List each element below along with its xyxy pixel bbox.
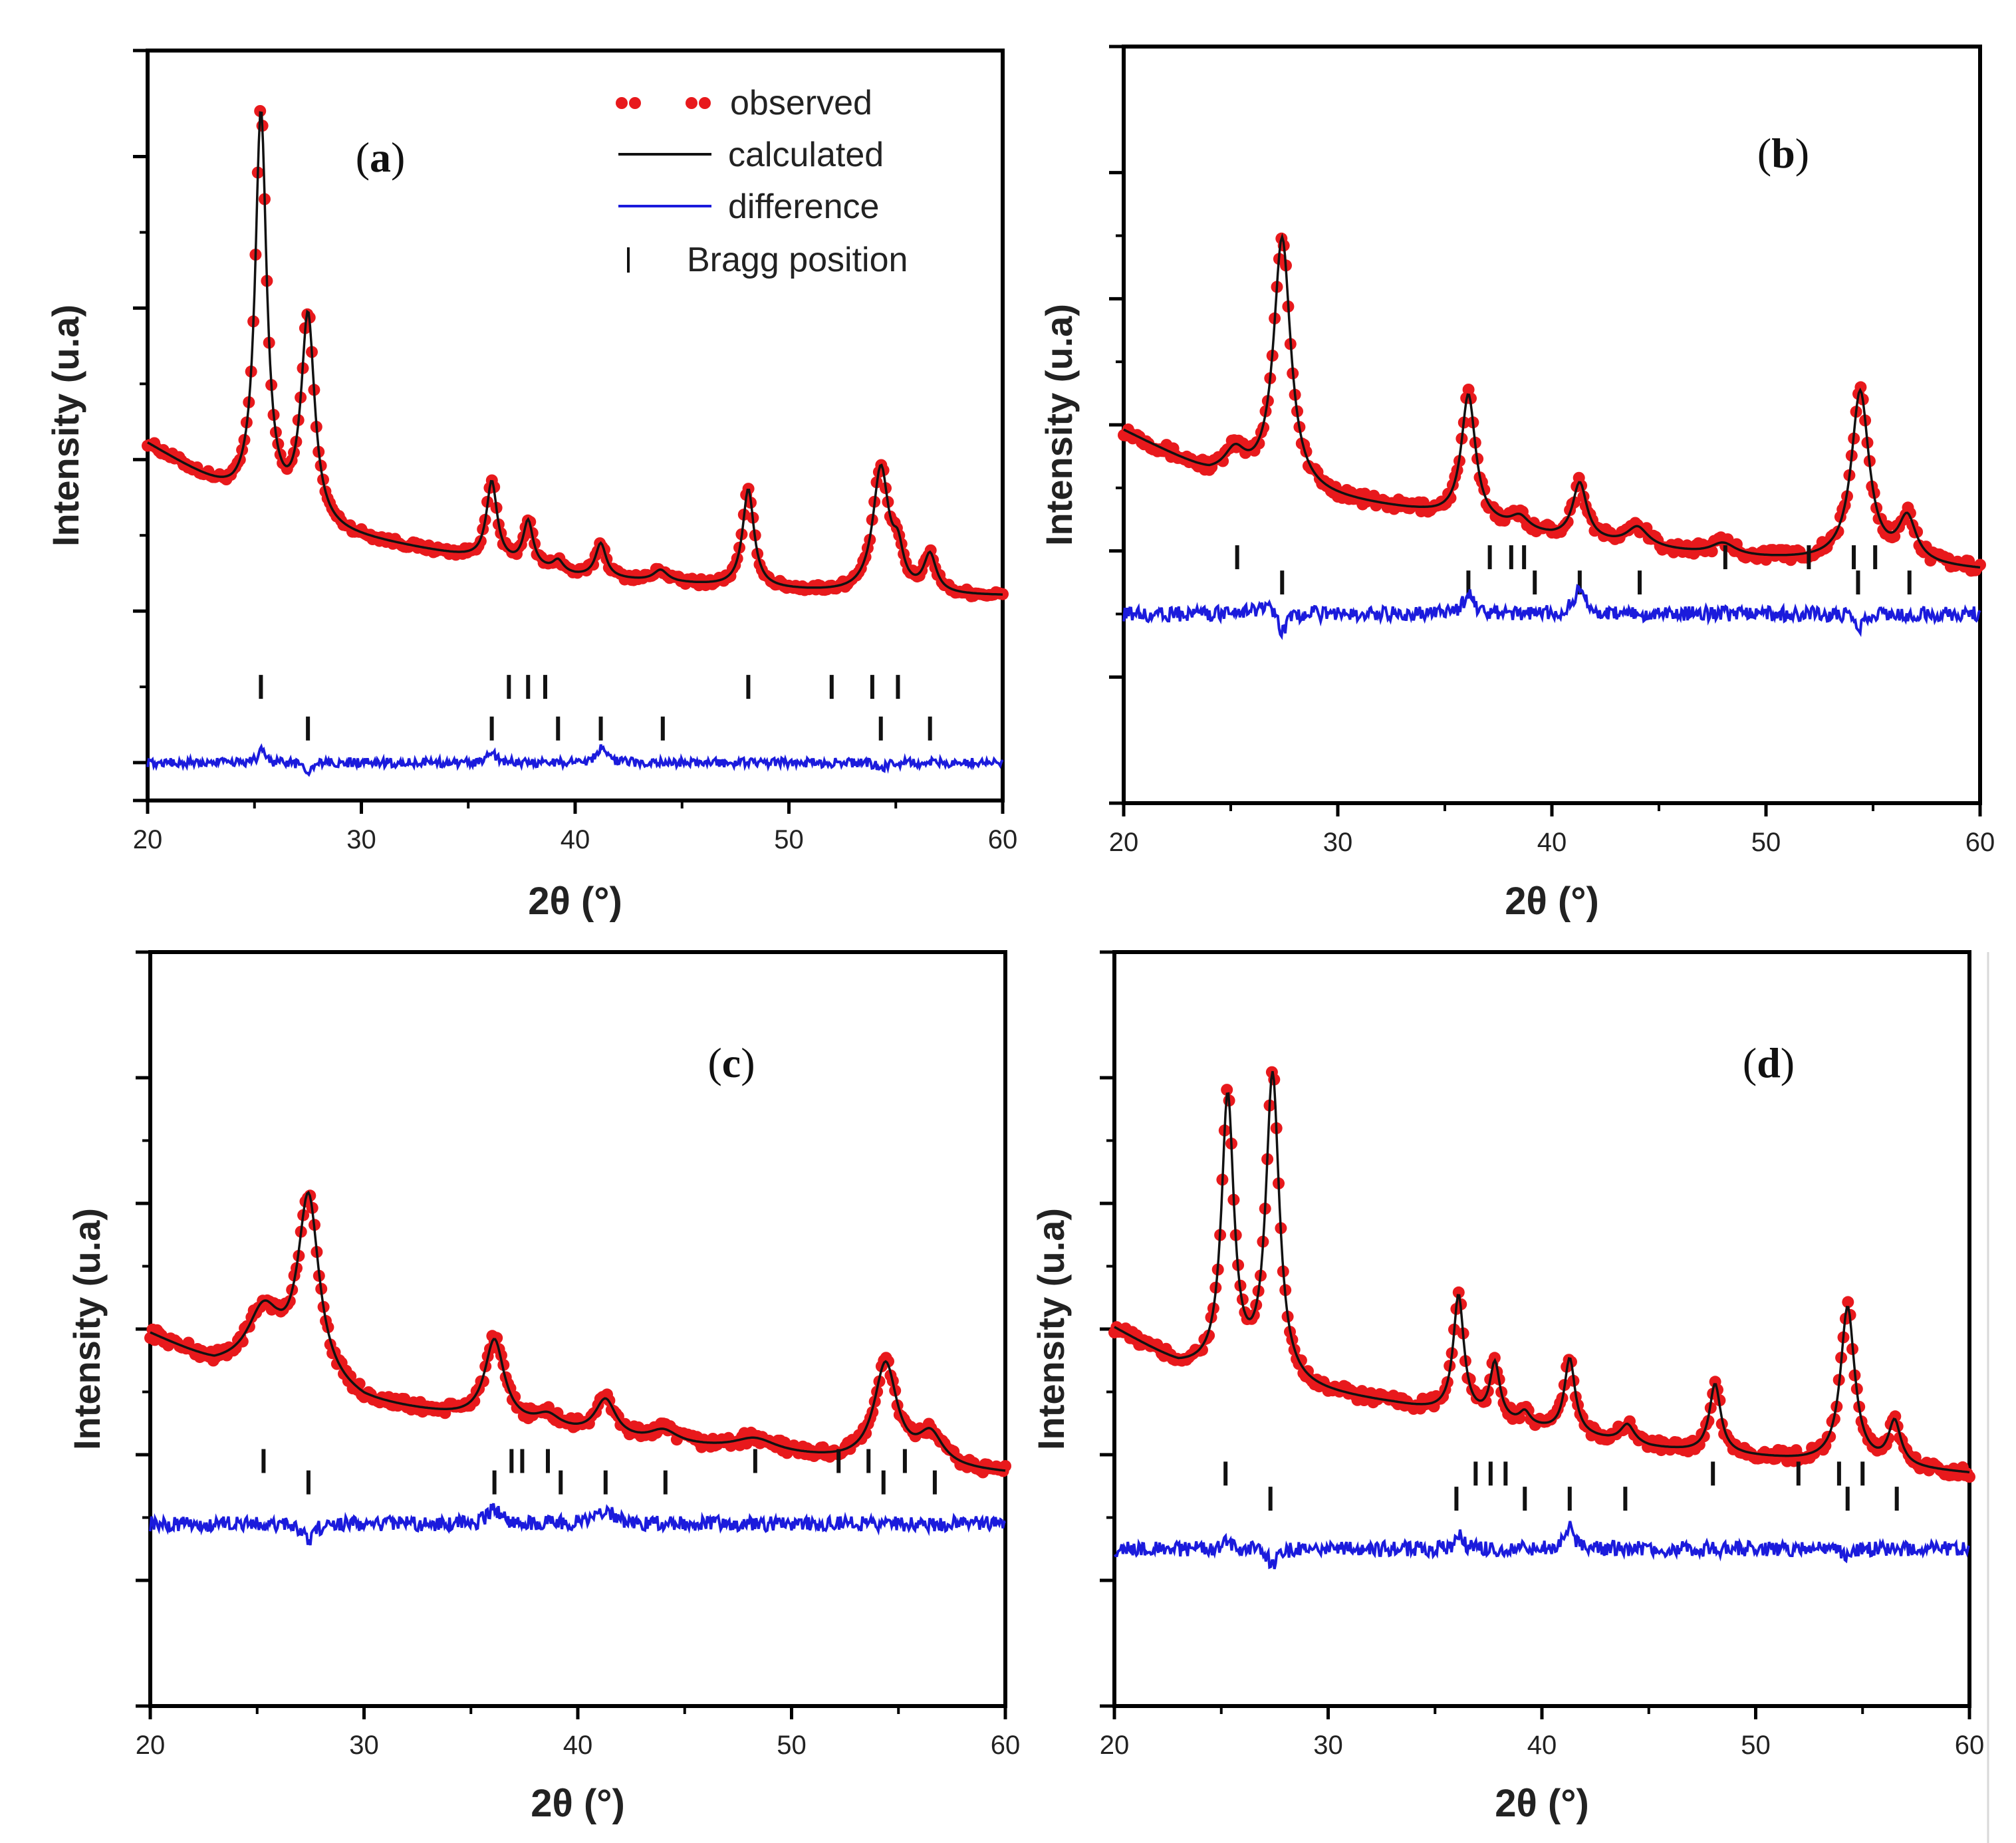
- difference-line: [1113, 1521, 1970, 1570]
- observed-point: [1221, 1084, 1233, 1096]
- observed-point: [1904, 507, 1916, 519]
- panel-label: (b): [1757, 130, 1809, 177]
- observed-point: [1452, 1286, 1465, 1298]
- x-tick-label: 50: [1751, 828, 1781, 857]
- observed-point: [344, 1370, 357, 1382]
- x-tick-label: 50: [774, 825, 804, 854]
- x-tick-label: 20: [136, 1731, 166, 1760]
- observed-point: [1889, 1410, 1902, 1423]
- legend-observed-marker: [699, 97, 711, 109]
- observed-point: [1974, 558, 1986, 571]
- x-tick-label: 50: [777, 1731, 807, 1760]
- x-tick-label: 20: [1109, 828, 1139, 857]
- observed-point: [236, 1335, 249, 1348]
- observed-point: [1705, 545, 1718, 558]
- observed-point: [1854, 381, 1867, 394]
- observed-point: [860, 1427, 872, 1439]
- y-axis-title: Intensity (u.a): [1038, 304, 1080, 546]
- panel-d: 20 30 40 50 60 2θ (°) Intensity (u.a) (d): [1030, 950, 1985, 1825]
- x-tick-label: 20: [1100, 1731, 1130, 1760]
- observed-series: [144, 1189, 1011, 1479]
- panel-label: (a): [356, 134, 406, 181]
- panel-label-paren: ): [391, 134, 405, 181]
- legend-bragg-label: Bragg position: [687, 241, 908, 279]
- observed-point: [1963, 554, 1975, 567]
- x-tick-label: 30: [346, 825, 376, 854]
- observed-point: [1963, 1471, 1975, 1483]
- x-tick-label: 60: [1965, 828, 1995, 857]
- plot-frame: [1122, 45, 1982, 805]
- x-axis-title: 2θ (°): [1495, 1782, 1589, 1825]
- calculated-line: [147, 111, 1003, 596]
- difference-line: [146, 743, 1004, 777]
- panel-c: 20 30 40 50 60 2θ (°) Intensity (u.a) (c): [66, 950, 1021, 1825]
- observed-point: [1561, 515, 1574, 528]
- legend-observed-marker: [686, 97, 697, 109]
- panel-label-paren: ): [1795, 130, 1809, 177]
- legend-difference-label: difference: [728, 187, 879, 226]
- legend: observed calculated difference Bragg pos…: [616, 84, 908, 279]
- panel-label-paren: (: [356, 134, 370, 181]
- observed-point: [1196, 1344, 1208, 1356]
- calculated-line: [1123, 233, 1981, 569]
- x-tick-label: 40: [563, 1731, 593, 1760]
- observed-point: [468, 1395, 481, 1408]
- difference-line: [1122, 584, 1981, 640]
- panel-label-paren: (: [1743, 1039, 1757, 1086]
- observed-point: [1479, 1395, 1492, 1408]
- x-axis-title: 2θ (°): [1505, 880, 1599, 923]
- plot-frame: [1112, 950, 1971, 1708]
- x-tick-label: 60: [988, 825, 1018, 854]
- x-tick-label: 40: [561, 825, 590, 854]
- x-axis-title: 2θ (°): [531, 1782, 625, 1825]
- panel-label-paren: (: [1757, 130, 1771, 177]
- legend-calculated-label: calculated: [728, 136, 884, 174]
- legend-observed-marker: [629, 97, 641, 109]
- x-tick-label: 40: [1537, 828, 1567, 857]
- panel-label-paren: ): [1781, 1039, 1795, 1086]
- calculated-line: [1114, 1070, 1970, 1474]
- x-tick-label: 60: [1955, 1731, 1985, 1760]
- panel-label-letter: c: [722, 1039, 741, 1086]
- x-tick-label: 30: [1313, 1731, 1343, 1760]
- observed-point: [254, 105, 267, 117]
- difference-line: [149, 1503, 1006, 1546]
- y-axis-title: Intensity (u.a): [1030, 1208, 1072, 1450]
- x-tick-label: 60: [991, 1731, 1021, 1760]
- observed-point: [1842, 1296, 1854, 1308]
- x-tick-label: 50: [1741, 1731, 1771, 1760]
- x-tick-label: 30: [349, 1731, 379, 1760]
- panel-label: (d): [1743, 1039, 1795, 1086]
- panel-a: 20 30 40 50 60 2θ (°) Intensity (u.a) (a): [45, 49, 1018, 923]
- panel-label-paren: (: [707, 1039, 721, 1086]
- x-tick-label: 30: [1323, 828, 1353, 857]
- legend-observed-marker: [616, 97, 628, 109]
- observed-series: [142, 105, 1009, 602]
- plot-frame: [148, 950, 1007, 1708]
- panel-label-letter: a: [370, 134, 391, 181]
- panel-label-letter: d: [1757, 1039, 1781, 1086]
- y-axis-title: Intensity (u.a): [45, 305, 86, 547]
- x-tick-label: 40: [1527, 1731, 1557, 1760]
- observed-point: [1217, 455, 1229, 467]
- calculated-line: [150, 1190, 1006, 1472]
- panel-b: 20 30 40 50 60 2θ (°) Intensity (u.a) (b): [1038, 45, 1995, 923]
- observed-point: [1444, 492, 1457, 505]
- panel-label: (c): [707, 1039, 755, 1086]
- panel-label-paren: ): [741, 1039, 755, 1086]
- x-axis-title: 2θ (°): [528, 880, 622, 923]
- observed-point: [1488, 1352, 1501, 1364]
- x-tick-label: 20: [133, 825, 163, 854]
- legend-observed-label: observed: [730, 84, 872, 122]
- observed-point: [882, 1355, 894, 1368]
- observed-point: [999, 1460, 1011, 1472]
- y-axis-title: Intensity (u.a): [66, 1208, 108, 1450]
- panel-label-letter: b: [1771, 130, 1795, 177]
